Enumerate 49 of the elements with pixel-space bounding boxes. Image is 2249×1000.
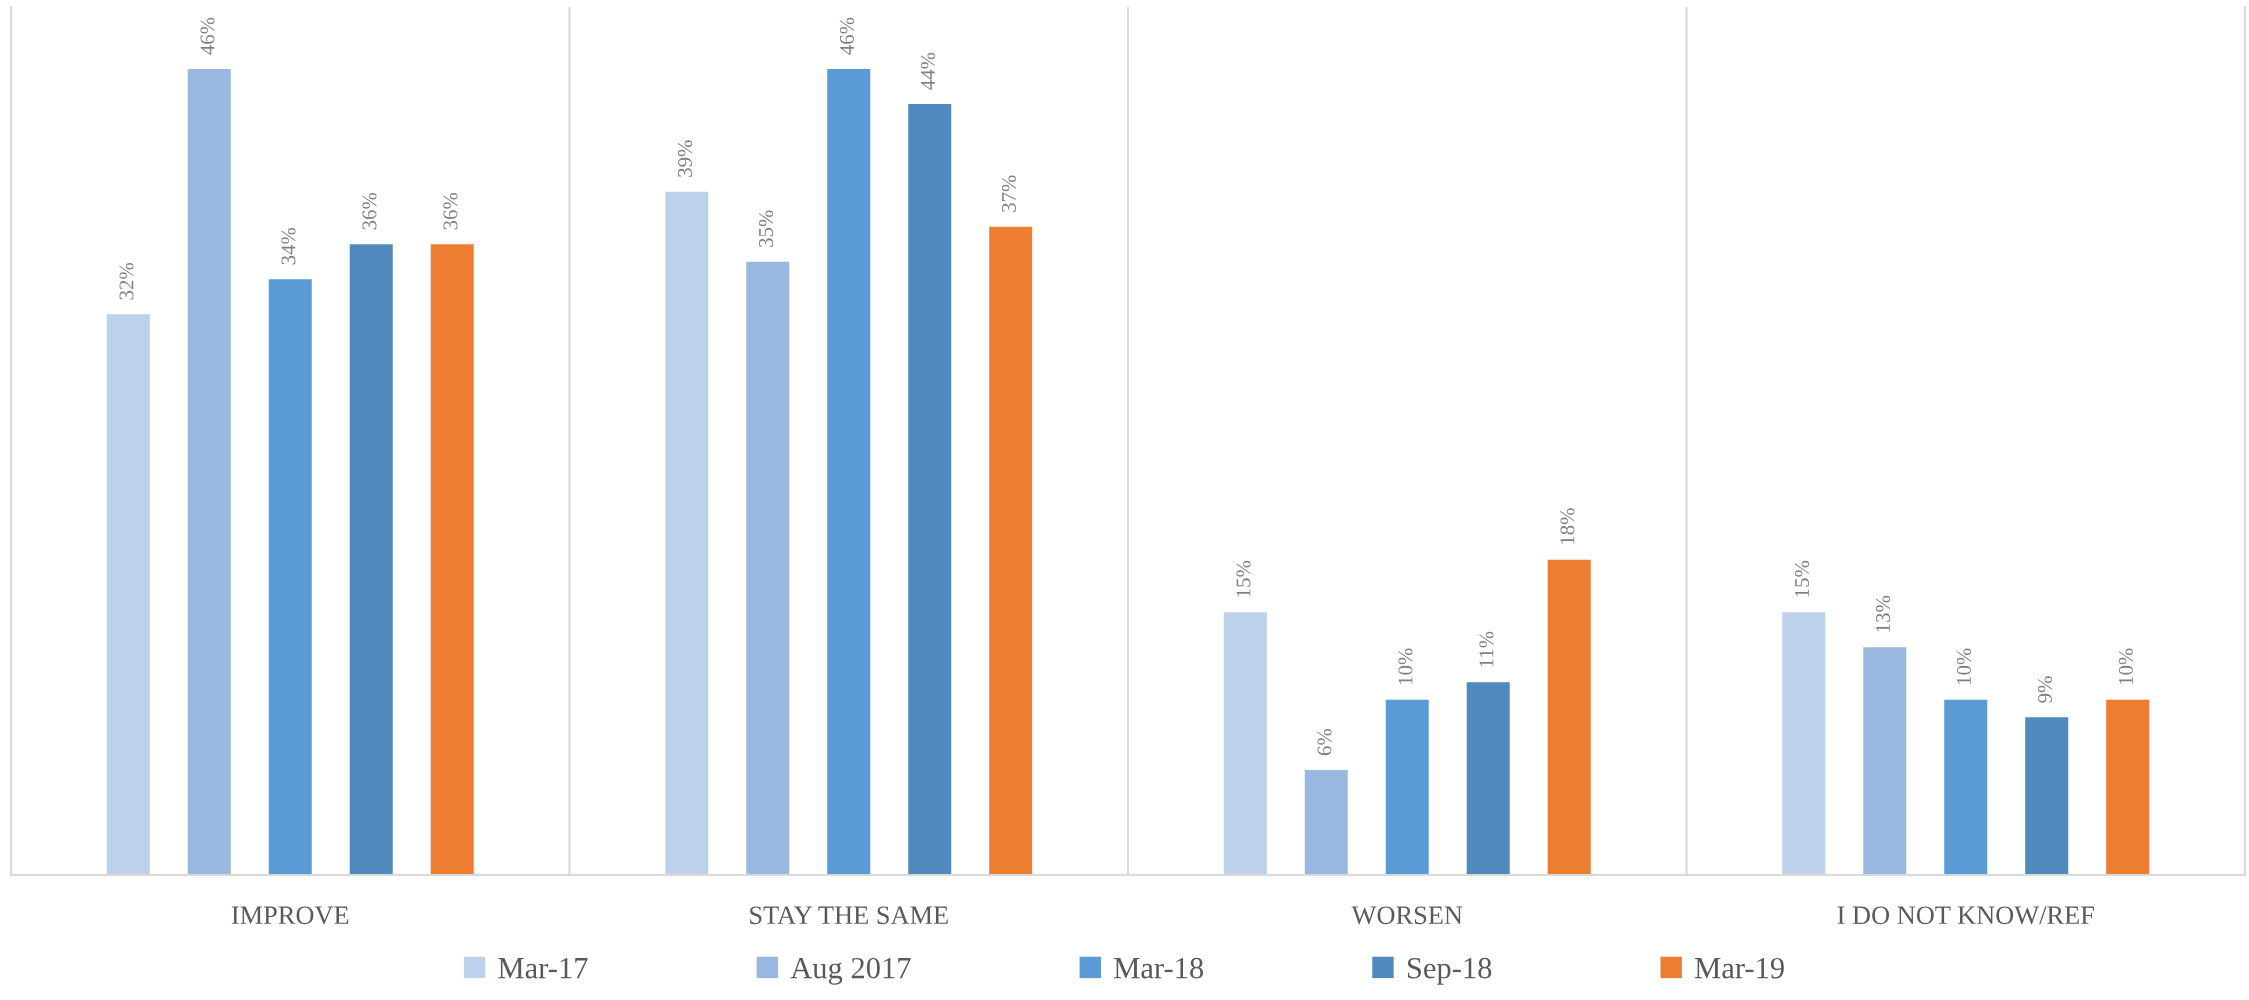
bar <box>2025 717 2069 875</box>
bar <box>1304 769 1348 875</box>
data-label: 46% <box>839 17 855 55</box>
x-tick-label: WORSEN <box>1351 906 1463 925</box>
data-label: 32% <box>119 262 134 300</box>
data-label: 9% <box>2037 676 2053 703</box>
legend-label: Sep-18 <box>1407 957 1492 985</box>
data-label: 36% <box>362 192 377 230</box>
bar <box>1782 612 1826 875</box>
bar <box>349 244 393 875</box>
data-label: 46% <box>200 17 215 55</box>
data-label: 37% <box>1001 175 1016 212</box>
data-label: 10% <box>2118 648 2133 685</box>
bar <box>1466 682 1510 875</box>
data-label: 39% <box>677 140 693 177</box>
bar <box>268 279 312 875</box>
x-tick-label: IMPROVE <box>231 906 349 925</box>
legend-label: Aug 2017 <box>790 957 911 985</box>
x-tick-label: I DO NOT KNOW/REF <box>1837 906 2094 925</box>
data-label: 35% <box>758 210 774 247</box>
data-label: 10% <box>1956 648 1972 685</box>
bar <box>1547 559 1591 875</box>
data-label: 15% <box>1236 560 1251 597</box>
bar <box>187 69 231 875</box>
bar <box>908 104 952 875</box>
bar <box>1223 612 1267 875</box>
bar <box>989 226 1033 875</box>
data-label: 34% <box>281 227 296 265</box>
legend-label: Mar-17 <box>498 957 588 979</box>
data-label: 18% <box>1560 508 1575 544</box>
bar <box>2106 699 2150 875</box>
bar <box>746 261 790 875</box>
x-tick-label: STAY THE SAME <box>750 906 948 925</box>
legend-label: Mar-18 <box>1114 957 1204 979</box>
bar <box>1944 699 1988 875</box>
data-label: 11% <box>1479 631 1494 667</box>
bar <box>1863 647 1907 875</box>
data-label: 36% <box>443 192 458 230</box>
bar <box>430 244 474 875</box>
legend-label: Mar-19 <box>1695 957 1784 979</box>
data-label: 10% <box>1398 648 1413 685</box>
bar <box>827 69 871 875</box>
data-label: 6% <box>1317 728 1332 756</box>
data-label: 44% <box>920 52 936 90</box>
data-label: 13% <box>1875 595 1891 632</box>
data-label: 15% <box>1794 560 1810 597</box>
bar <box>665 191 709 875</box>
bar <box>1385 699 1429 875</box>
bar <box>106 314 150 875</box>
